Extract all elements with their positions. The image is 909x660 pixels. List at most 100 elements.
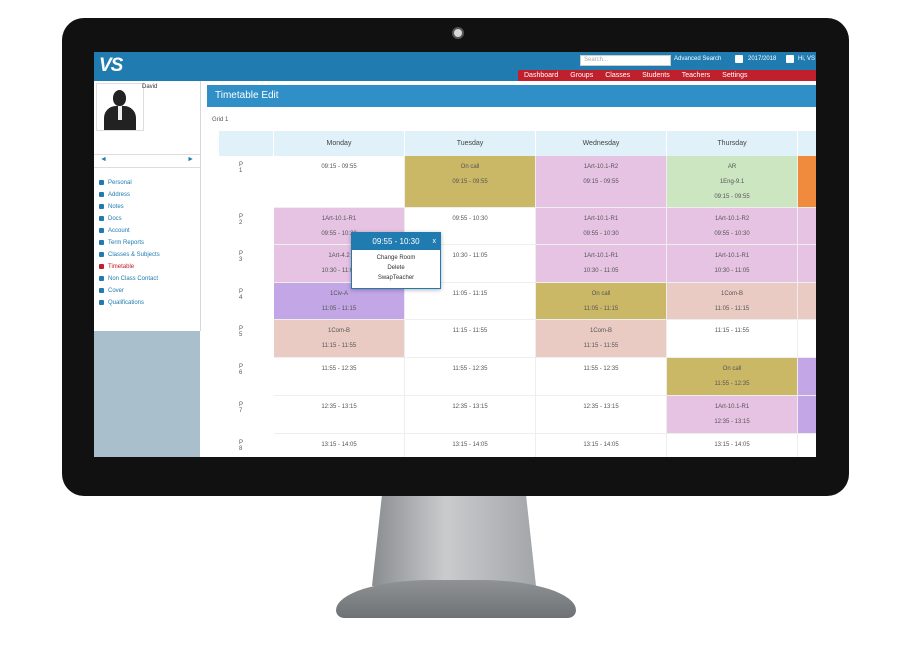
timetable-cell[interactable]: 1Com-B 11:15 - 11:55 — [274, 320, 405, 358]
timetable-cell[interactable]: On call 09:15 - 09:55 — [405, 156, 536, 208]
timetable-cell-partial[interactable] — [798, 434, 816, 457]
timetable-cell[interactable]: 1Art-10.1-R1 09:55 - 10:30 — [274, 208, 405, 245]
webcam-icon — [452, 27, 464, 39]
sidebar-item-cover[interactable]: Cover — [99, 285, 160, 297]
cell-text: 1Art-4.2 — [328, 253, 350, 259]
period-label: P 3 — [239, 251, 243, 263]
timetable-cell[interactable]: 11:55 - 12:35 — [274, 358, 405, 396]
timetable-cell[interactable]: 12:35 - 13:15 — [405, 396, 536, 434]
user-greeting[interactable]: Hi, VS — [798, 56, 816, 62]
cell-text: 11:15 - 11:55 — [452, 328, 488, 334]
swap-teacher-option[interactable]: SwapTeacher — [377, 275, 415, 281]
user-icon[interactable] — [786, 55, 794, 63]
timetable-cell[interactable]: 1Art-10.1-R1 10:30 - 11:05 — [667, 245, 798, 283]
nav-teachers[interactable]: Teachers — [681, 72, 711, 79]
cell-text: 11:55 - 12:35 — [321, 366, 357, 372]
sidebar-item-term-reports[interactable]: Term Reports — [99, 237, 160, 249]
timetable-cell[interactable]: AR 1Eng-9.1 09:15 - 09:55 — [667, 156, 798, 208]
cell-text: 12:35 - 13:15 — [452, 404, 488, 410]
search-input[interactable]: Search... — [580, 55, 671, 66]
cell-text: 1Com-B — [327, 328, 350, 334]
timetable-cell[interactable]: 13:15 - 14:05 — [667, 434, 798, 457]
nav-classes[interactable]: Classes — [605, 72, 631, 79]
sidebar-item-timetable[interactable]: Timetable — [99, 261, 160, 273]
sidebar-item-docs[interactable]: Docs — [99, 213, 160, 225]
cell-text: 1Eng-9.1 — [719, 179, 745, 185]
timetable-cell[interactable]: 13:15 - 14:05 — [405, 434, 536, 457]
timetable-cell[interactable]: 1Com-B 11:15 - 11:55 — [536, 320, 667, 358]
corner-header — [219, 131, 274, 156]
sidebar-item-qualifications[interactable]: Qualifications — [99, 297, 160, 309]
cell-text: AR — [727, 164, 737, 170]
sidebar-item-notes[interactable]: Notes — [99, 201, 160, 213]
timetable-cell[interactable]: On call 11:55 - 12:35 — [667, 358, 798, 396]
sidebar-item-address[interactable]: Address — [99, 189, 160, 201]
delete-option[interactable]: Delete — [387, 265, 405, 271]
cell-text: 11:05 - 11:15 — [321, 306, 357, 312]
cell-text: 12:35 - 13:15 — [321, 404, 357, 410]
timetable-cell-partial[interactable] — [798, 245, 816, 283]
timetable-cell[interactable]: 11:15 - 11:55 — [667, 320, 798, 358]
timetable-cell-partial[interactable] — [798, 358, 816, 396]
timetable-cell[interactable]: 13:15 - 14:05 — [536, 434, 667, 457]
cell-text: 09:15 - 09:55 — [452, 179, 488, 185]
timetable-cell[interactable]: 13:15 - 14:05 — [274, 434, 405, 457]
timetable-cell[interactable]: 1Com-B 11:05 - 11:15 — [667, 283, 798, 320]
timetable-cell[interactable]: 1Art-10.1-R1 09:55 - 10:30 — [536, 208, 667, 245]
sidebar-item-non-class-contact[interactable]: Non Class Contact — [99, 273, 160, 285]
sidebar-item-label: Address — [108, 192, 131, 198]
timetable-cell-partial[interactable] — [798, 208, 816, 245]
sidebar-item-account[interactable]: Account — [99, 225, 160, 237]
nav-students[interactable]: Students — [642, 72, 670, 79]
timetable-cell[interactable]: 1Civ-A 11:05 - 11:15 — [274, 283, 405, 320]
close-icon[interactable]: x — [432, 238, 437, 245]
nav-groups[interactable]: Groups — [570, 72, 594, 79]
nav-dashboard[interactable]: Dashboard — [524, 72, 559, 79]
timetable-cell[interactable]: 11:55 - 12:35 — [405, 358, 536, 396]
timetable-cell[interactable]: On call 11:05 - 11:15 — [536, 283, 667, 320]
group-icon — [99, 251, 104, 257]
app-logo[interactable]: VS — [99, 55, 123, 76]
timetable-cell[interactable]: 1Art-10.1-R1 12:35 - 13:15 — [667, 396, 798, 434]
cell-text: 1Com-B — [720, 291, 743, 297]
timetable-cell-partial[interactable] — [798, 396, 816, 434]
change-room-option[interactable]: Change Room — [376, 255, 416, 261]
user-icon — [99, 287, 104, 293]
main-nav: Dashboard Groups Classes Students Teache… — [518, 70, 816, 81]
user-icon — [99, 227, 104, 233]
monitor-base — [336, 580, 576, 618]
timetable-cell[interactable]: 1Art-10.1-R1 10:30 - 11:05 — [536, 245, 667, 283]
cell-text: 11:15 - 11:55 — [321, 343, 357, 349]
advanced-search-link[interactable]: Advanced Search — [674, 56, 722, 62]
timetable-cell[interactable]: 12:35 - 13:15 — [274, 396, 405, 434]
cell-text: 1Art-10.1-R1 — [321, 216, 357, 222]
sidebar-item-personal[interactable]: Personal — [99, 177, 160, 189]
academic-year[interactable]: 2017/2018 — [748, 56, 777, 62]
timetable-cell[interactable]: 09:15 - 09:55 — [274, 156, 405, 208]
prev-student-icon[interactable]: ◄ — [100, 156, 107, 163]
timetable-cell[interactable]: 11:05 - 11:15 — [405, 283, 536, 320]
sidebar-item-label: Timetable — [108, 264, 135, 270]
timetable-cell-partial[interactable] — [798, 320, 816, 358]
cell-text: 11:15 - 11:55 — [583, 343, 619, 349]
next-student-icon[interactable]: ► — [187, 156, 194, 163]
timetable-cell-partial[interactable] — [798, 156, 816, 208]
timetable-cell[interactable]: 1Art-10.1-R2 09:55 - 10:30 — [667, 208, 798, 245]
calendar-icon[interactable] — [735, 55, 743, 63]
nav-settings[interactable]: Settings — [722, 72, 748, 79]
timetable-cell[interactable]: 12:35 - 13:15 — [536, 396, 667, 434]
timetable-cell[interactable]: 11:15 - 11:55 — [405, 320, 536, 358]
period-label: P 7 — [239, 402, 243, 414]
cell-text: 1Com-B — [589, 328, 612, 334]
timetable-cell[interactable]: 11:55 - 12:35 — [536, 358, 667, 396]
sidebar-item-classes-subjects[interactable]: Classes & Subjects — [99, 249, 160, 261]
cell-text: 10:30 - 11:05 — [583, 268, 619, 274]
file-icon — [99, 215, 104, 221]
cell-text: 11:55 - 12:35 — [714, 381, 750, 387]
edit-icon — [99, 203, 104, 209]
timetable-cell-partial[interactable] — [798, 283, 816, 320]
sidebar-item-label: Docs — [108, 216, 122, 222]
popup-header: 09:55 - 10:30 x — [352, 233, 440, 250]
timetable-cell[interactable]: 1Art-10.1-R2 09:15 - 09:55 — [536, 156, 667, 208]
cell-text: 09:15 - 09:55 — [583, 179, 619, 185]
